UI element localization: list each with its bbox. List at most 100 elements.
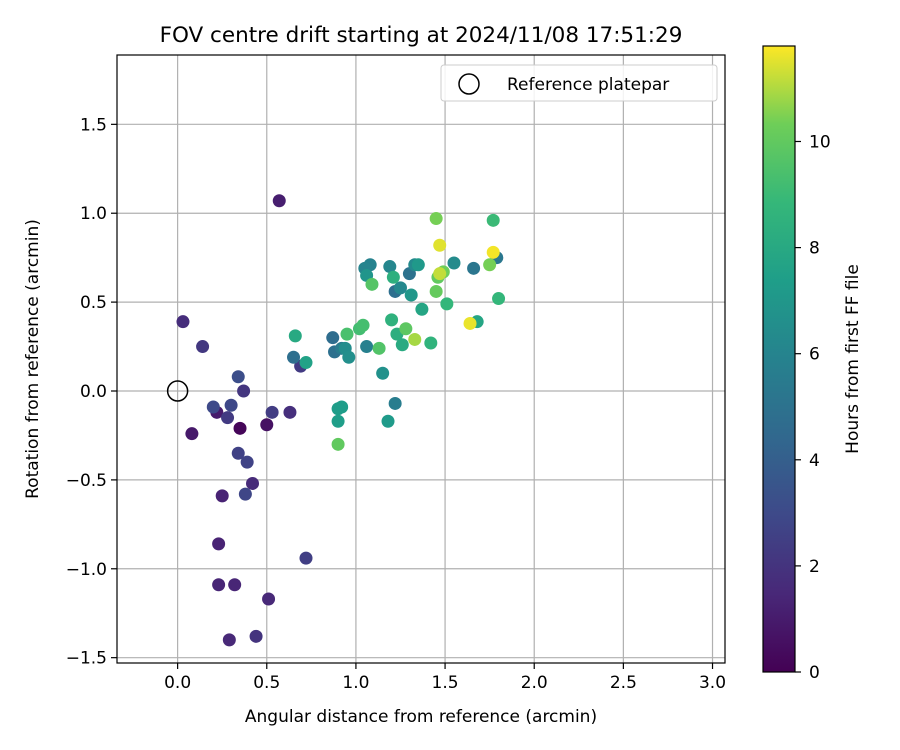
data-point bbox=[492, 292, 506, 306]
data-point bbox=[381, 414, 395, 428]
data-point bbox=[331, 402, 345, 416]
data-point bbox=[404, 288, 418, 302]
data-point bbox=[372, 341, 386, 355]
colorbar-tick-label: 4 bbox=[809, 451, 820, 471]
data-point bbox=[206, 400, 220, 414]
data-point bbox=[283, 405, 297, 419]
legend: Reference platepar bbox=[440, 64, 718, 102]
colorbar-tick-label: 10 bbox=[809, 132, 831, 152]
y-tick-label: 0.5 bbox=[80, 293, 107, 313]
data-point bbox=[240, 455, 254, 469]
data-point bbox=[212, 537, 226, 551]
x-tick-label: 1.5 bbox=[432, 673, 459, 693]
colorbar-gradient bbox=[763, 46, 795, 672]
y-axis-label: Rotation from reference (arcmin) bbox=[23, 219, 43, 499]
legend-label: Reference platepar bbox=[507, 75, 669, 95]
x-tick-label: 2.0 bbox=[521, 673, 548, 693]
legend-marker-circle-icon bbox=[458, 73, 480, 95]
data-point bbox=[386, 270, 400, 284]
y-gridlines bbox=[117, 123, 725, 659]
y-tick-label: 1.0 bbox=[80, 204, 107, 224]
data-point bbox=[237, 384, 251, 398]
data-point bbox=[231, 446, 245, 460]
data-point bbox=[447, 256, 461, 270]
data-point bbox=[326, 331, 340, 345]
y-tick-label: −1.5 bbox=[66, 649, 107, 669]
data-point bbox=[385, 313, 399, 327]
data-point bbox=[260, 418, 274, 432]
data-point bbox=[395, 338, 409, 352]
data-points bbox=[176, 194, 506, 647]
data-point bbox=[231, 370, 245, 384]
data-point bbox=[224, 398, 238, 412]
x-tick-label: 3.0 bbox=[699, 673, 726, 693]
data-point bbox=[467, 261, 481, 275]
data-point bbox=[233, 421, 247, 435]
data-point bbox=[222, 633, 236, 647]
data-point bbox=[399, 322, 413, 336]
data-point bbox=[486, 213, 500, 227]
legend-box bbox=[440, 64, 718, 102]
x-axis-ticks: 0.0 0.5 1.0 1.5 2.0 2.5 3.0 bbox=[164, 663, 726, 693]
data-point bbox=[360, 340, 374, 354]
reference-platepar-marker bbox=[166, 380, 189, 402]
data-point bbox=[356, 318, 370, 332]
data-point bbox=[408, 332, 422, 346]
colorbar-frame bbox=[762, 45, 796, 673]
data-point bbox=[185, 427, 199, 441]
data-point bbox=[246, 476, 260, 490]
x-axis-label: Angular distance from reference (arcmin) bbox=[245, 707, 597, 727]
plot-frame bbox=[116, 54, 726, 664]
x-tick-label: 1.0 bbox=[342, 673, 369, 693]
y-tick-label: −1.0 bbox=[66, 560, 107, 580]
data-point bbox=[215, 489, 229, 503]
data-point bbox=[483, 258, 497, 272]
data-point bbox=[415, 302, 429, 316]
data-point bbox=[331, 437, 345, 451]
data-point bbox=[433, 267, 447, 281]
colorbar-tick-label: 2 bbox=[809, 557, 820, 577]
data-point bbox=[299, 356, 313, 370]
y-tick-label: 0.0 bbox=[80, 382, 107, 402]
x-gridlines bbox=[177, 55, 714, 663]
data-point bbox=[342, 350, 356, 364]
data-point bbox=[299, 551, 313, 565]
colorbar-label: Hours from first FF file bbox=[843, 264, 863, 454]
data-point bbox=[486, 245, 500, 259]
data-point bbox=[331, 414, 345, 428]
y-tick-label: −0.5 bbox=[66, 471, 107, 491]
data-point bbox=[262, 592, 276, 606]
data-point bbox=[411, 258, 425, 272]
data-point bbox=[463, 316, 477, 330]
colorbar: 0 2 4 6 8 10 Hours from first FF file bbox=[762, 45, 863, 683]
data-point bbox=[340, 327, 354, 341]
data-point bbox=[288, 329, 302, 343]
data-point bbox=[176, 315, 190, 329]
data-point bbox=[249, 629, 263, 643]
data-point bbox=[265, 405, 279, 419]
x-tick-label: 0.0 bbox=[164, 673, 191, 693]
data-point bbox=[228, 578, 242, 592]
colorbar-ticks: 0 2 4 6 8 10 bbox=[795, 132, 831, 683]
data-point bbox=[238, 487, 252, 501]
x-tick-label: 0.5 bbox=[253, 673, 280, 693]
y-axis-ticks: −1.5 −1.0 −0.5 0.0 0.5 1.0 1.5 bbox=[66, 115, 117, 669]
data-point bbox=[429, 284, 443, 298]
data-point bbox=[424, 336, 438, 350]
colorbar-tick-label: 6 bbox=[809, 345, 820, 365]
chart-title: FOV centre drift starting at 2024/11/08 … bbox=[160, 23, 683, 48]
data-point bbox=[388, 396, 402, 410]
data-point bbox=[393, 281, 407, 295]
data-point bbox=[221, 411, 235, 425]
data-point bbox=[287, 350, 301, 364]
data-point bbox=[429, 212, 443, 226]
data-point bbox=[440, 297, 454, 311]
colorbar-tick-label: 8 bbox=[809, 239, 820, 259]
data-point bbox=[272, 194, 286, 208]
colorbar-tick-label: 0 bbox=[809, 663, 820, 683]
data-point bbox=[433, 238, 447, 252]
data-point bbox=[376, 366, 390, 380]
x-tick-label: 2.5 bbox=[610, 673, 637, 693]
y-tick-label: 1.5 bbox=[80, 115, 107, 135]
